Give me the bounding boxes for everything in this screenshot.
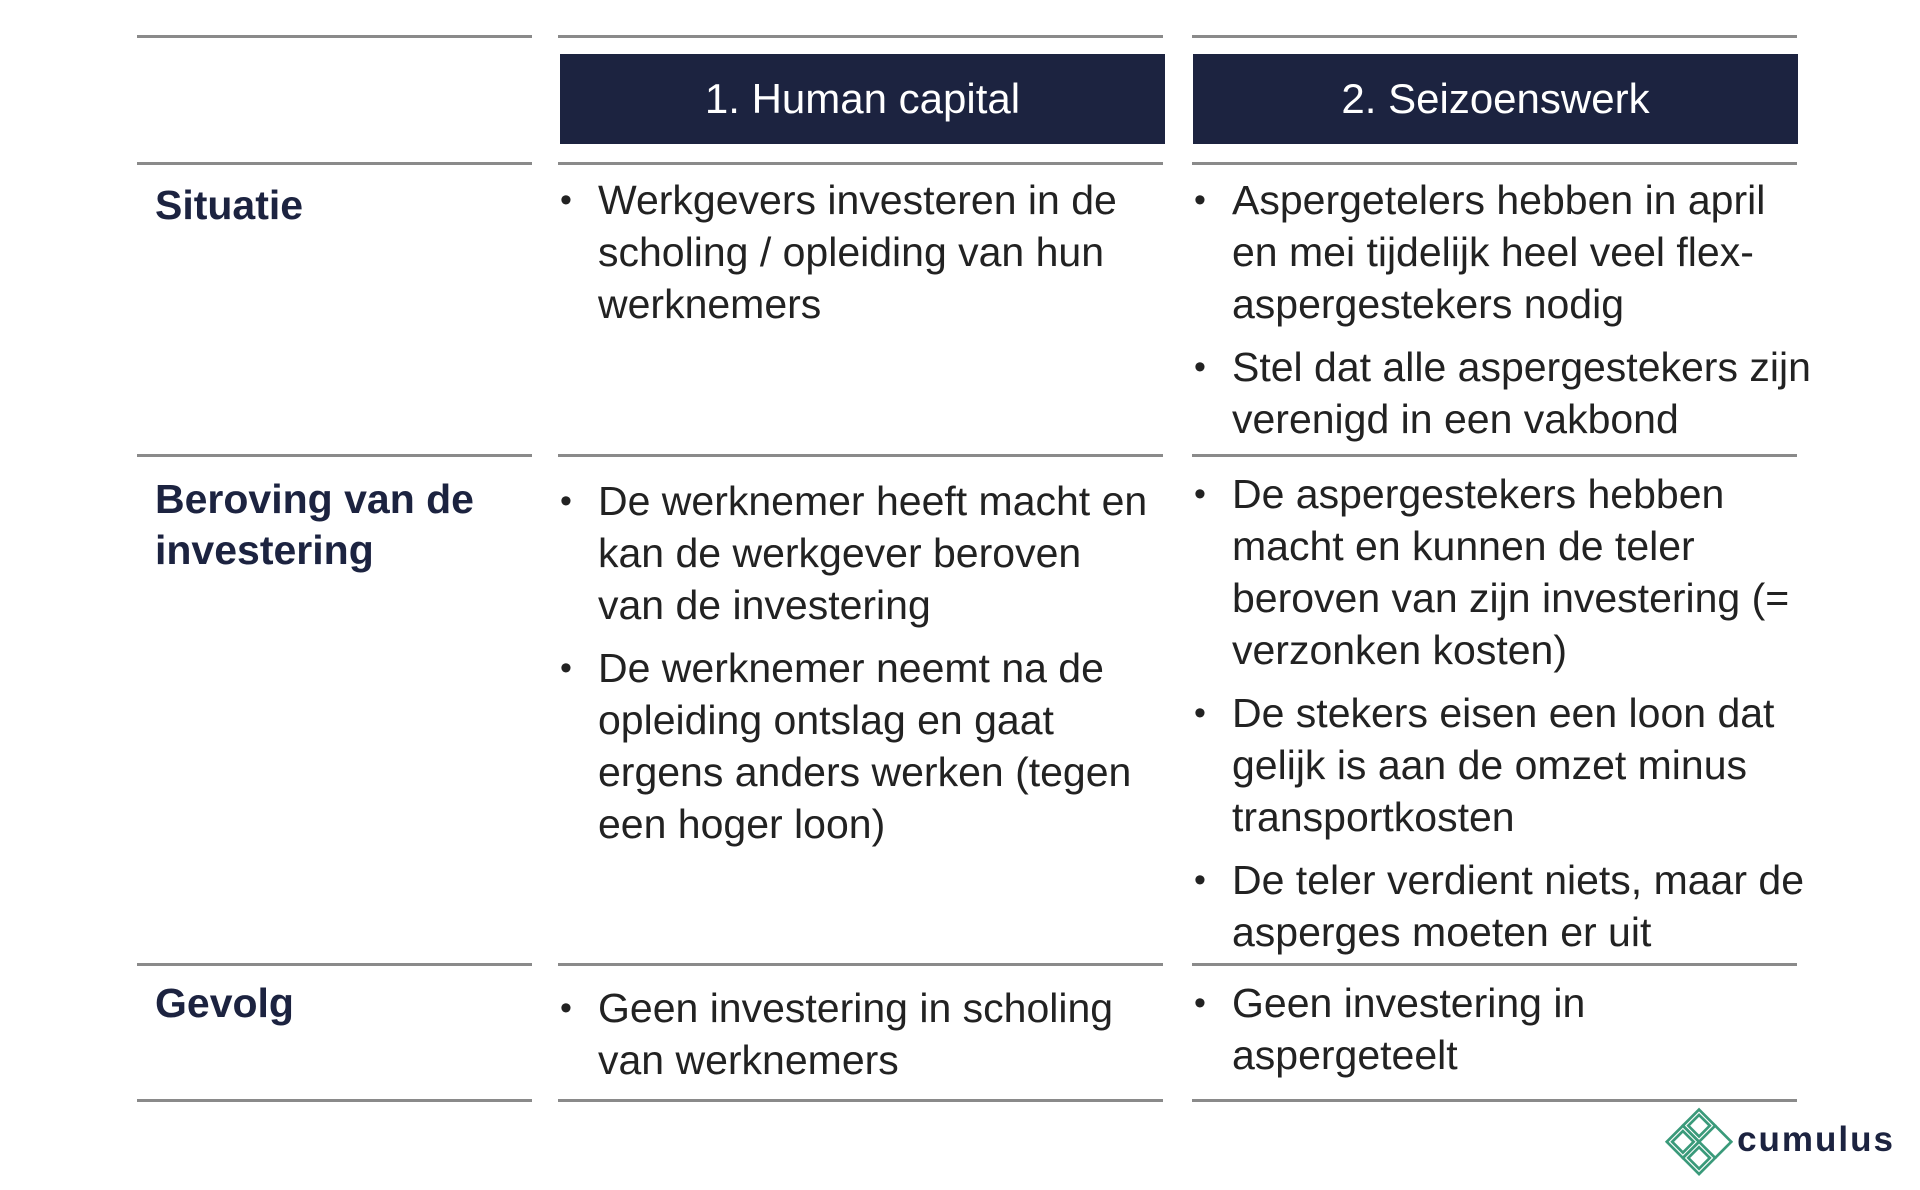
cell-gevolg-human-capital: • Geen investering in scholing van werkne… (558, 982, 1158, 1097)
bullet-text: Geen investering in scholing van werknem… (598, 985, 1114, 1083)
bullet-text: Aspergetelers hebben in april en mei tij… (1232, 177, 1766, 327)
cell-beroving-human-capital: • De werknemer heeft macht en kan de werk… (558, 475, 1148, 861)
bullet-list: • De aspergestekers hebben macht en kunne… (1192, 468, 1812, 958)
bullet-item: • Geen investering in aspergeteelt (1192, 977, 1792, 1081)
bullet-text: Geen investering in aspergeteelt (1232, 980, 1586, 1078)
bullet-text: De werknemer heeft macht en kan de werkg… (598, 478, 1148, 628)
bullet-list: • De werknemer heeft macht en kan de werk… (558, 475, 1148, 850)
rule-row3-col1 (558, 963, 1163, 966)
rule-row3-col2 (1192, 963, 1797, 966)
bullet-icon: • (1194, 861, 1206, 899)
bullet-icon: • (1194, 348, 1206, 386)
cumulus-logo: cumulus (1665, 1100, 1895, 1180)
bullet-text: Werkgevers investeren in de scholing / o… (598, 177, 1117, 327)
bullet-item: • De teler verdient niets, maar de asperg… (1192, 854, 1812, 958)
bullet-text: De stekers eisen een loon dat gelijk is … (1232, 690, 1775, 840)
rule-row1-col2 (1192, 162, 1797, 165)
bullet-icon: • (560, 181, 572, 219)
rule-row3-labels (137, 963, 532, 966)
row-label-beroving: Beroving van de investering (155, 476, 474, 573)
column-header-seizoenswerk: 2. Seizoenswerk (1193, 54, 1798, 144)
rule-row2-col1 (558, 454, 1163, 457)
bullet-icon: • (1194, 181, 1206, 219)
bullet-list: • Werkgevers investeren in de scholing / … (558, 174, 1148, 330)
cell-beroving-seizoenswerk: • De aspergestekers hebben macht en kunne… (1192, 468, 1812, 969)
bullet-text: De werknemer neemt na de opleiding ontsl… (598, 645, 1132, 847)
rule-bottom-col1 (558, 1099, 1163, 1102)
bullet-icon: • (1194, 475, 1206, 513)
row-label-gevolg: Gevolg (155, 980, 294, 1026)
bullet-text: De teler verdient niets, maar de asperge… (1232, 857, 1804, 955)
rule-bottom-labels (137, 1099, 532, 1102)
rule-row2-col2 (1192, 454, 1797, 457)
bullet-icon: • (560, 989, 572, 1027)
rule-row1-col1 (558, 162, 1163, 165)
row-label-situatie: Situatie (155, 182, 304, 228)
bullet-list: • Aspergetelers hebben in april en mei ti… (1192, 174, 1812, 445)
bullet-item: • Stel dat alle aspergestekers zijn veren… (1192, 341, 1812, 445)
bullet-icon: • (1194, 984, 1206, 1022)
bullet-item: • Geen investering in scholing van werkne… (558, 982, 1158, 1086)
rule-top-col1 (558, 35, 1163, 38)
bullet-list: • Geen investering in aspergeteelt (1192, 977, 1792, 1081)
rule-row2-labels (137, 454, 532, 457)
bullet-item: • Aspergetelers hebben in april en mei ti… (1192, 174, 1812, 330)
cell-gevolg-seizoenswerk: • Geen investering in aspergeteelt (1192, 977, 1792, 1092)
rule-bottom-col2 (1192, 1099, 1797, 1102)
rule-top-col2 (1192, 35, 1797, 38)
bullet-icon: • (560, 649, 572, 687)
bullet-item: • De werknemer heeft macht en kan de werk… (558, 475, 1148, 631)
column-header-human-capital: 1. Human capital (560, 54, 1165, 144)
rule-row1-labels (137, 162, 532, 165)
cell-situatie-human-capital: • Werkgevers investeren in de scholing / … (558, 174, 1148, 341)
bullet-item: • Werkgevers investeren in de scholing / … (558, 174, 1148, 330)
bullet-item: • De werknemer neemt na de opleiding onts… (558, 642, 1148, 850)
bullet-icon: • (560, 482, 572, 520)
rule-top-labels (137, 35, 532, 38)
bullet-text: De aspergestekers hebben macht en kunnen… (1232, 471, 1790, 673)
bullet-icon: • (1194, 694, 1206, 732)
bullet-list: • Geen investering in scholing van werkne… (558, 982, 1158, 1086)
bullet-text: Stel dat alle aspergestekers zijn vereni… (1232, 344, 1811, 442)
bullet-item: • De aspergestekers hebben macht en kunne… (1192, 468, 1812, 676)
cumulus-logo-text: cumulus (1737, 1120, 1895, 1159)
cumulus-logo-icon (1665, 1107, 1734, 1176)
cell-situatie-seizoenswerk: • Aspergetelers hebben in april en mei ti… (1192, 174, 1812, 456)
bullet-item: • De stekers eisen een loon dat gelijk is… (1192, 687, 1812, 843)
